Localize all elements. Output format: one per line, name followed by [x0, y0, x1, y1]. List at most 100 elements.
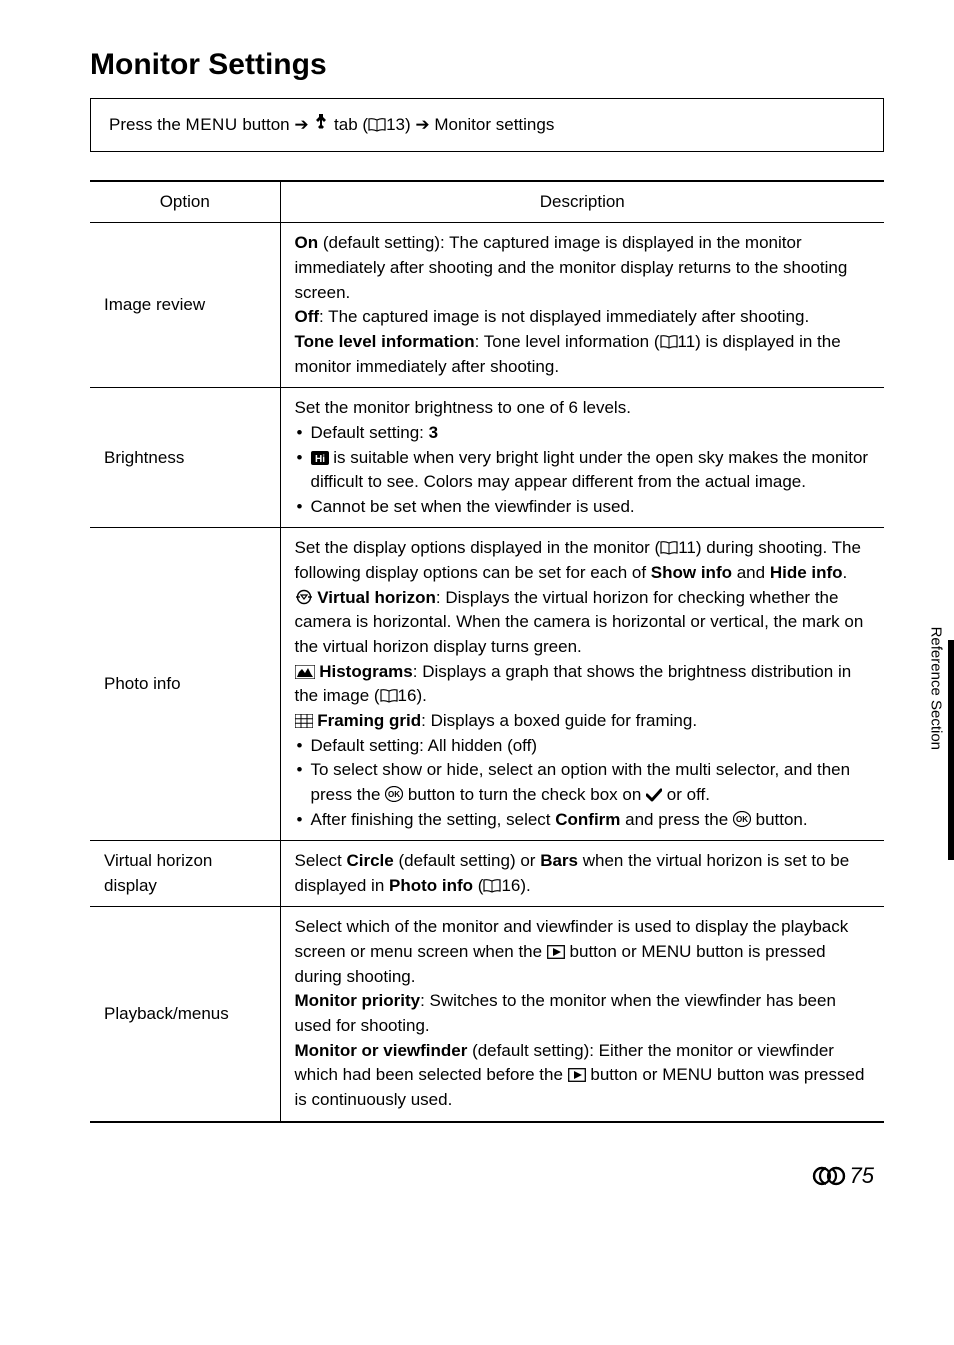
- arrow-icon: ➔: [294, 115, 308, 134]
- page-number: 75: [850, 1163, 874, 1189]
- desc-text: or off.: [662, 785, 710, 804]
- instruction-text: tab (: [329, 115, 368, 134]
- ref-number: 11: [678, 332, 696, 351]
- desc-text: Default setting: All hidden (off): [311, 736, 538, 755]
- book-icon: [483, 879, 501, 893]
- on-label: On: [295, 233, 319, 252]
- side-tab-label: Reference Section: [927, 627, 944, 750]
- show-info-label: Show info: [651, 563, 732, 582]
- list-item: Cannot be set when the viewfinder is use…: [295, 495, 871, 520]
- option-cell: Image review: [90, 223, 280, 388]
- col-option: Option: [90, 181, 280, 223]
- circle-label: Circle: [346, 851, 393, 870]
- default-value: 3: [429, 423, 438, 442]
- desc-text: (default setting): The captured image is…: [295, 233, 848, 301]
- photo-info-label: Photo info: [389, 876, 473, 895]
- check-icon: [646, 788, 662, 802]
- confirm-label: Confirm: [555, 810, 620, 829]
- book-icon: [380, 689, 398, 703]
- bars-label: Bars: [540, 851, 578, 870]
- desc-text: .: [843, 563, 848, 582]
- option-cell: Brightness: [90, 388, 280, 528]
- monitor-priority-label: Monitor priority: [295, 991, 421, 1010]
- instruction-text: button: [238, 115, 295, 134]
- monitor-or-viewfinder-label: Monitor or viewfinder: [295, 1041, 468, 1060]
- option-cell: Photo info: [90, 528, 280, 841]
- instruction-text: 13): [386, 115, 415, 134]
- menu-word: MENU: [641, 942, 691, 961]
- tone-label: Tone level information: [295, 332, 475, 351]
- svg-text:OK: OK: [736, 815, 748, 824]
- description-cell: Select which of the monitor and viewfind…: [280, 907, 884, 1122]
- ok-button-icon: OK: [733, 811, 751, 827]
- wrench-icon: [313, 114, 329, 132]
- desc-text: Cannot be set when the viewfinder is use…: [311, 497, 635, 516]
- option-cell: Playback/menus: [90, 907, 280, 1122]
- list-item: Default setting: All hidden (off): [295, 734, 871, 759]
- instruction-text: Press the: [109, 115, 186, 134]
- desc-text: ).: [416, 686, 426, 705]
- desc-text: : Displays a boxed guide for framing.: [421, 711, 697, 730]
- menu-word: MENU: [662, 1065, 712, 1084]
- desc-text: and press the: [620, 810, 732, 829]
- list-item: Hi is suitable when very bright light un…: [295, 446, 871, 495]
- page-footer: 75: [90, 1163, 884, 1189]
- play-button-icon: [547, 945, 565, 959]
- list-item: Default setting: 3: [295, 421, 871, 446]
- desc-text: button or: [565, 942, 642, 961]
- desc-text: (: [473, 876, 483, 895]
- table-row: Brightness Set the monitor brightness to…: [90, 388, 884, 528]
- off-label: Off: [295, 307, 320, 326]
- ref-number: 16: [398, 686, 417, 705]
- instruction-text: Monitor settings: [430, 115, 555, 134]
- side-tab-bar: [948, 640, 954, 860]
- svg-text:Hi: Hi: [315, 454, 325, 465]
- settings-table: Option Description Image review On (defa…: [90, 180, 884, 1123]
- ref-number: 16: [501, 876, 520, 895]
- ref-number: 11: [678, 538, 696, 557]
- histogram-label: Histograms: [315, 662, 413, 681]
- grid-icon: [295, 714, 313, 728]
- desc-text: button or: [586, 1065, 663, 1084]
- description-cell: On (default setting): The captured image…: [280, 223, 884, 388]
- play-button-icon: [568, 1068, 586, 1082]
- arrow-icon: ➔: [415, 115, 429, 134]
- option-cell: Virtual horizon display: [90, 841, 280, 907]
- table-row: Photo info Set the display options displ…: [90, 528, 884, 841]
- virtual-horizon-label: Virtual horizon: [313, 588, 436, 607]
- desc-text: ).: [520, 876, 530, 895]
- desc-text: (default setting) or: [394, 851, 540, 870]
- instruction-box: Press the MENU button ➔ tab ( 13) ➔ Monit…: [90, 98, 884, 152]
- desc-text: Select: [295, 851, 347, 870]
- side-tab: Reference Section: [916, 640, 954, 860]
- book-icon: [660, 335, 678, 349]
- col-description: Description: [280, 181, 884, 223]
- framing-grid-label: Framing grid: [313, 711, 422, 730]
- description-cell: Select Circle (default setting) or Bars …: [280, 841, 884, 907]
- page-title: Monitor Settings: [90, 48, 884, 82]
- menu-word: MENU: [186, 115, 238, 134]
- list-item: After finishing the setting, select Conf…: [295, 808, 871, 833]
- desc-text: Set the display options displayed in the…: [295, 538, 661, 557]
- description-cell: Set the display options displayed in the…: [280, 528, 884, 841]
- desc-text: : Tone level information (: [475, 332, 660, 351]
- desc-text: is suitable when very bright light under…: [311, 448, 869, 492]
- ok-button-icon: OK: [385, 786, 403, 802]
- desc-text: Set the monitor brightness to one of 6 l…: [295, 398, 631, 417]
- desc-text: : The captured image is not displayed im…: [319, 307, 809, 326]
- table-row: Virtual horizon display Select Circle (d…: [90, 841, 884, 907]
- histogram-icon: [295, 665, 315, 679]
- desc-text: After finishing the setting, select: [311, 810, 556, 829]
- book-icon: [368, 118, 386, 132]
- table-row: Image review On (default setting): The c…: [90, 223, 884, 388]
- book-icon: [660, 541, 678, 555]
- desc-text: button.: [751, 810, 808, 829]
- table-row: Playback/menus Select which of the monit…: [90, 907, 884, 1122]
- description-cell: Set the monitor brightness to one of 6 l…: [280, 388, 884, 528]
- hide-info-label: Hide info: [770, 563, 843, 582]
- hi-icon: Hi: [311, 451, 329, 465]
- desc-text: Default setting:: [311, 423, 429, 442]
- desc-text: button to turn the check box on: [403, 785, 646, 804]
- footer-link-icon: [812, 1166, 846, 1186]
- desc-text: and: [732, 563, 770, 582]
